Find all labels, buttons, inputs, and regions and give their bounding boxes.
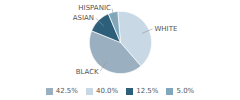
html-text:5.0%: 5.0% (176, 87, 195, 95)
html-text:12.5%: 12.5% (136, 87, 159, 95)
svg-text:ASIAN: ASIAN (73, 14, 94, 22)
svg-text:BLACK: BLACK (76, 68, 99, 76)
html-text:42.5%: 42.5% (55, 87, 78, 95)
html-text:40.0%: 40.0% (96, 87, 119, 95)
svg-text:HISPANIC: HISPANIC (78, 4, 111, 12)
svg-text:WHITE: WHITE (154, 25, 177, 33)
